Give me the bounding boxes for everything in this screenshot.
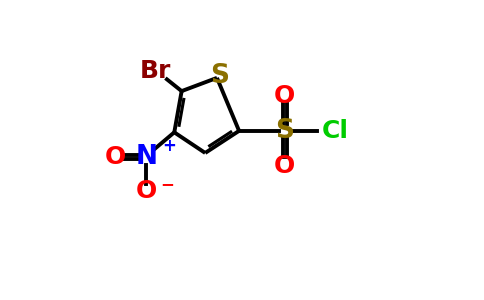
Text: Cl: Cl: [321, 119, 348, 143]
Text: S: S: [211, 63, 229, 89]
Text: O: O: [105, 146, 126, 170]
Text: Br: Br: [139, 58, 171, 82]
Text: −: −: [160, 175, 174, 193]
Text: N: N: [136, 144, 157, 170]
Text: O: O: [274, 83, 295, 107]
Text: O: O: [274, 154, 295, 178]
Text: +: +: [163, 136, 176, 154]
Text: O: O: [136, 179, 157, 203]
Text: S: S: [275, 118, 294, 144]
